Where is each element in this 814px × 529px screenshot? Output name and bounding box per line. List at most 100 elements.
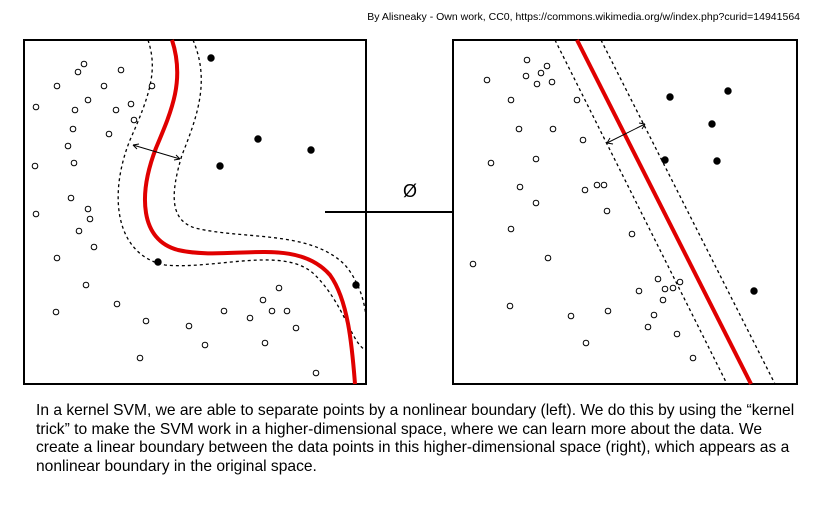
open-point	[53, 254, 61, 262]
open-point	[483, 76, 491, 84]
open-point	[532, 155, 540, 163]
open-point	[506, 302, 514, 310]
filled-point	[254, 135, 262, 143]
open-point	[582, 339, 590, 347]
open-point	[659, 296, 667, 304]
filled-point	[708, 120, 716, 128]
open-point	[604, 307, 612, 315]
open-point	[275, 284, 283, 292]
open-point	[32, 210, 40, 218]
open-point	[292, 324, 300, 332]
right-open-points	[469, 56, 697, 362]
open-point	[487, 159, 495, 167]
left-margin-lower	[173, 39, 367, 321]
open-point	[53, 82, 61, 90]
filled-point	[352, 281, 360, 289]
right-decision-boundary	[575, 39, 753, 385]
open-point	[142, 317, 150, 325]
open-point	[567, 312, 575, 320]
open-point	[548, 78, 556, 86]
open-point	[515, 125, 523, 133]
open-point	[117, 66, 125, 74]
left-margin-arrow	[132, 143, 181, 161]
open-point	[100, 82, 108, 90]
open-point	[84, 205, 92, 213]
open-point	[261, 339, 269, 347]
open-point	[112, 106, 120, 114]
open-point	[654, 275, 662, 283]
open-point	[201, 341, 209, 349]
open-point	[661, 285, 669, 293]
open-point	[67, 194, 75, 202]
open-point	[246, 314, 254, 322]
filled-point	[713, 157, 721, 165]
open-point	[136, 354, 144, 362]
kernel-svm-figure: Ø	[23, 39, 798, 385]
open-point	[669, 284, 677, 292]
right-margin-right	[600, 39, 776, 385]
kernel-map-label: Ø	[403, 181, 417, 201]
open-point	[70, 159, 78, 167]
open-point	[69, 125, 77, 133]
filled-point	[207, 54, 215, 62]
open-point	[689, 354, 697, 362]
open-point	[628, 230, 636, 238]
open-point	[130, 116, 138, 124]
right-panel	[452, 39, 798, 385]
figure-caption: In a kernel SVM, we are able to separate…	[36, 402, 795, 475]
open-point	[113, 300, 121, 308]
filled-point	[154, 258, 162, 266]
open-point	[549, 125, 557, 133]
right-margin-arrow	[606, 122, 646, 145]
open-point	[544, 254, 552, 262]
open-point	[507, 96, 515, 104]
open-point	[312, 369, 320, 377]
open-point	[259, 296, 267, 304]
open-point	[52, 308, 60, 316]
open-point	[581, 186, 589, 194]
right-filled-points	[661, 87, 758, 295]
open-point	[32, 103, 40, 111]
open-point	[31, 162, 39, 170]
open-point	[522, 72, 530, 80]
open-point	[71, 106, 79, 114]
open-point	[74, 68, 82, 76]
open-point	[673, 330, 681, 338]
open-point	[283, 307, 291, 315]
open-point	[579, 136, 587, 144]
open-point	[105, 130, 113, 138]
open-point	[593, 181, 601, 189]
open-point	[90, 243, 98, 251]
open-point	[507, 225, 515, 233]
open-point	[268, 307, 276, 315]
left-filled-points	[154, 54, 360, 289]
filled-point	[216, 162, 224, 170]
open-point	[533, 80, 541, 88]
open-point	[600, 181, 608, 189]
open-point	[603, 207, 611, 215]
filled-point	[724, 87, 732, 95]
open-point	[676, 278, 684, 286]
open-point	[532, 199, 540, 207]
left-panel-frame	[23, 39, 367, 385]
open-point	[644, 323, 652, 331]
filled-point	[661, 156, 669, 164]
open-point	[185, 322, 193, 330]
open-point	[516, 183, 524, 191]
open-point	[650, 311, 658, 319]
open-point	[523, 56, 531, 64]
open-point	[80, 60, 88, 68]
open-point	[543, 62, 551, 70]
open-point	[148, 82, 156, 90]
open-point	[573, 96, 581, 104]
left-decision-boundary	[143, 39, 357, 385]
filled-point	[666, 93, 674, 101]
open-point	[469, 260, 477, 268]
right-panel-frame	[452, 39, 798, 385]
open-point	[635, 287, 643, 295]
filled-point	[307, 146, 315, 154]
left-panel	[23, 39, 367, 385]
open-point	[86, 215, 94, 223]
right-margin-left	[554, 39, 728, 385]
left-margin-upper	[117, 39, 367, 351]
